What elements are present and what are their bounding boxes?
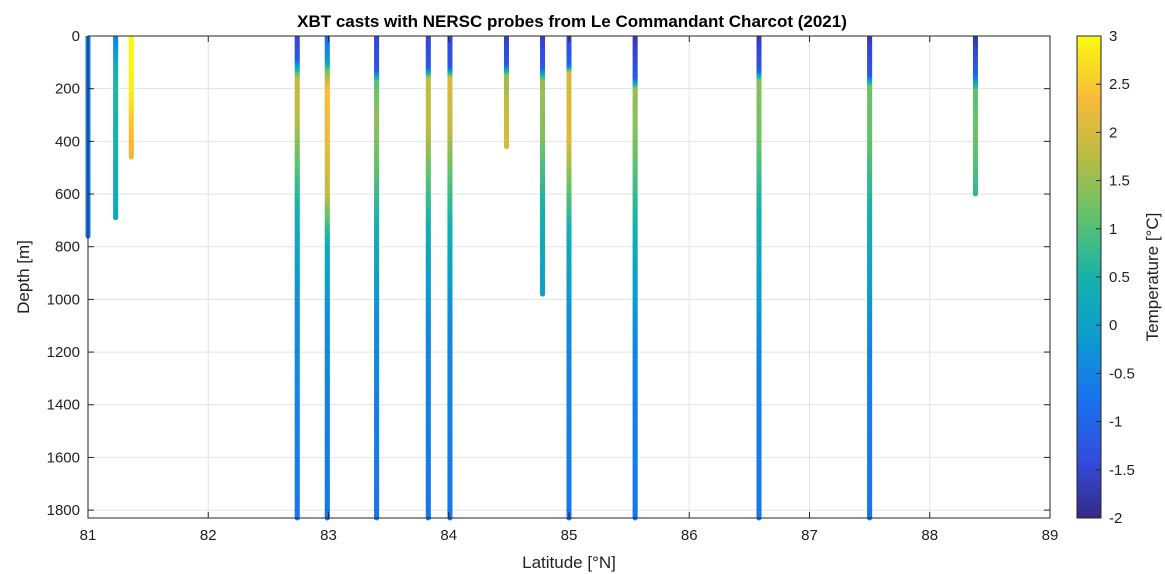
cast <box>972 36 978 197</box>
cast <box>540 36 546 297</box>
y-tick-label: 1600 <box>47 449 80 466</box>
cast-end <box>503 144 509 150</box>
cast <box>756 36 762 521</box>
y-tick-label: 1200 <box>47 344 80 361</box>
cast-end <box>113 215 119 221</box>
cast <box>425 36 431 521</box>
cast-end <box>128 154 134 160</box>
y-tick-label: 800 <box>55 239 80 256</box>
y-tick-label: 0 <box>72 28 80 45</box>
cast <box>128 36 134 160</box>
x-tick-label: 88 <box>921 527 938 544</box>
colorbar-ticks: -2 -1.5 -1 -0.5 0 0.5 1 1.5 2 2.5 3 <box>1096 28 1135 527</box>
x-tick-label: 82 <box>200 527 217 544</box>
x-tick-label: 87 <box>801 527 818 544</box>
colorbar-tick-label: 2.5 <box>1109 76 1130 93</box>
y-ticks: 0 200 400 600 800 1000 1200 1400 1600 1800 <box>47 28 1050 519</box>
y-tick-label: 1000 <box>47 291 80 308</box>
cast <box>867 36 873 521</box>
x-tick-label: 84 <box>440 527 457 544</box>
colorbar-tick-label: -1.5 <box>1109 462 1135 479</box>
y-tick-label: 600 <box>55 186 80 203</box>
cast-end <box>540 291 546 297</box>
y-tick-label: 400 <box>55 133 80 150</box>
cast-end <box>972 191 978 197</box>
colorbar-tick-label: -1 <box>1109 414 1122 431</box>
colorbar-tick-label: -2 <box>1109 510 1122 527</box>
colorbar-tick-label: 0 <box>1109 317 1117 334</box>
colorbar-label: Temperature [°C] <box>1143 213 1162 342</box>
y-tick-label: 1400 <box>47 397 80 414</box>
cast <box>324 36 330 521</box>
cast <box>503 36 509 150</box>
x-tick-label: 86 <box>681 527 698 544</box>
colorbar-tick-label: 1 <box>1109 221 1117 238</box>
x-tick-label: 81 <box>80 527 97 544</box>
y-tick-label: 200 <box>55 81 80 98</box>
colorbar-tick-label: -0.5 <box>1109 365 1135 382</box>
cast <box>632 36 638 521</box>
x-tick-label: 89 <box>1042 527 1059 544</box>
cast <box>113 36 119 221</box>
colorbar-tick-label: 0.5 <box>1109 269 1130 286</box>
colorbar-tick-label: 2 <box>1109 124 1117 141</box>
cast <box>294 36 300 521</box>
x-tick-label: 85 <box>561 527 578 544</box>
colorbar-tick-label: 3 <box>1109 28 1117 45</box>
cast <box>447 36 453 521</box>
y-tick-label: 1800 <box>47 502 80 519</box>
x-tick-label: 83 <box>320 527 337 544</box>
y-axis-label: Depth [m] <box>14 240 33 314</box>
colorbar-tick-label: 1.5 <box>1109 173 1130 190</box>
x-axis-label: Latitude [°N] <box>522 553 616 572</box>
chart-title: XBT casts with NERSC probes from Le Comm… <box>297 12 847 31</box>
x-ticks: 81 82 83 84 85 86 87 88 89 <box>80 36 1059 544</box>
cast <box>566 36 572 521</box>
cast <box>374 36 380 521</box>
